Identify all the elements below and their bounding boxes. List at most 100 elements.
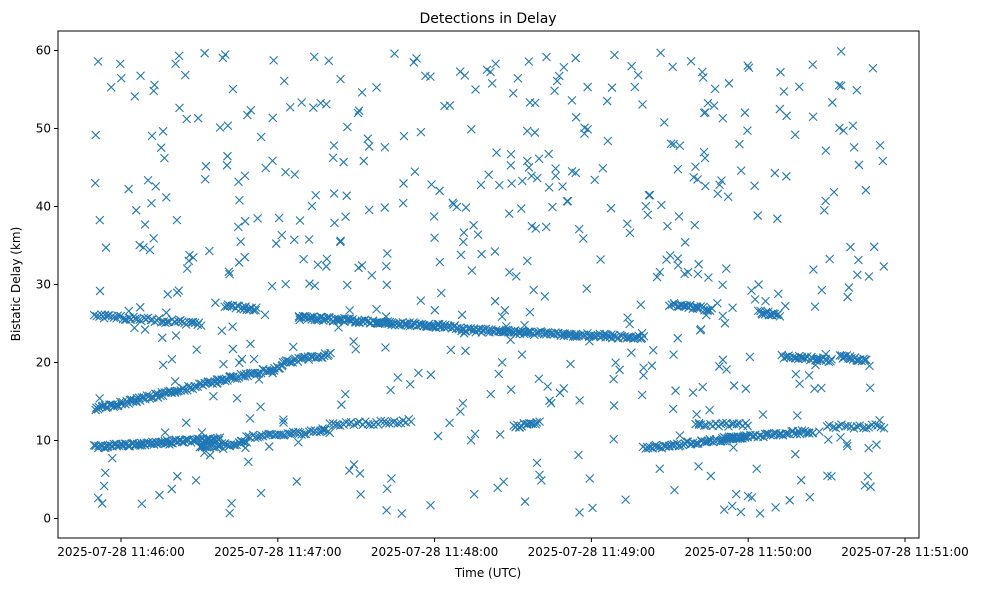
- data-point: [241, 443, 250, 453]
- data-point: [161, 308, 171, 318]
- data-point: [170, 377, 180, 386]
- data-point: [680, 237, 690, 247]
- data-point: [91, 130, 101, 140]
- data-point: [505, 267, 514, 277]
- data-point: [209, 391, 218, 401]
- data-point: [100, 468, 110, 478]
- data-point: [700, 181, 710, 191]
- data-point: [246, 339, 255, 349]
- data-point: [433, 431, 443, 441]
- data-point: [225, 301, 235, 311]
- data-point: [436, 322, 446, 332]
- data-point: [854, 160, 864, 170]
- data-point: [354, 263, 363, 273]
- data-point: [490, 296, 500, 306]
- data-point: [645, 190, 655, 200]
- data-point: [336, 236, 345, 246]
- data-point: [550, 86, 559, 96]
- data-point: [578, 234, 588, 243]
- data-point: [229, 440, 238, 450]
- data-point: [724, 78, 734, 88]
- data-point: [710, 84, 720, 94]
- data-point: [382, 280, 392, 290]
- data-point: [212, 375, 222, 384]
- data-point: [575, 395, 584, 405]
- data-point: [313, 260, 323, 270]
- data-point: [279, 76, 289, 86]
- x-tick-label: 2025-07-28 11:47:00: [214, 545, 341, 559]
- data-point: [718, 280, 727, 290]
- data-point: [240, 216, 250, 226]
- data-point: [717, 176, 726, 186]
- data-point: [656, 200, 666, 210]
- data-point: [696, 324, 706, 334]
- data-point: [288, 342, 298, 352]
- data-point: [530, 98, 540, 108]
- data-point: [406, 417, 416, 427]
- data-point: [808, 112, 818, 122]
- data-point: [449, 200, 458, 209]
- data-point: [151, 182, 161, 191]
- data-point: [853, 356, 863, 366]
- data-point: [267, 281, 277, 291]
- data-point: [675, 141, 685, 151]
- data-point: [390, 49, 399, 58]
- y-tick-label: 30: [36, 278, 51, 292]
- data-point: [372, 304, 381, 314]
- data-point: [322, 254, 332, 264]
- data-point: [782, 429, 792, 439]
- data-point: [430, 233, 439, 243]
- data-point: [517, 350, 527, 359]
- data-point: [225, 371, 235, 381]
- data-point: [836, 432, 845, 442]
- data-point: [652, 272, 662, 282]
- data-point: [667, 300, 677, 310]
- data-point: [258, 431, 268, 441]
- data-point: [180, 435, 190, 445]
- data-point: [814, 427, 824, 437]
- data-point: [106, 82, 116, 92]
- data-point: [242, 110, 252, 120]
- data-point: [536, 476, 546, 485]
- data-point: [243, 457, 253, 467]
- data-point: [694, 259, 704, 269]
- data-point: [293, 437, 303, 447]
- data-point: [805, 492, 815, 502]
- data-point: [609, 434, 619, 444]
- data-point: [673, 164, 683, 174]
- data-point: [416, 127, 426, 137]
- data-point: [245, 414, 255, 423]
- data-point: [688, 388, 698, 397]
- data-point: [283, 428, 293, 438]
- data-point: [376, 416, 386, 426]
- data-point: [477, 249, 486, 259]
- data-point: [740, 108, 750, 118]
- data-point: [627, 61, 637, 71]
- data-point: [712, 298, 722, 308]
- x-tick-label: 2025-07-28 11:50:00: [684, 545, 811, 559]
- data-point: [523, 327, 533, 337]
- data-point: [544, 182, 554, 192]
- data-point: [625, 319, 635, 329]
- data-point: [426, 72, 435, 81]
- data-point: [494, 369, 504, 379]
- data-point: [192, 345, 202, 354]
- data-point: [522, 256, 532, 266]
- data-point: [656, 48, 666, 58]
- data-point: [414, 368, 423, 378]
- data-point: [562, 196, 572, 206]
- data-point: [782, 111, 792, 121]
- data-point: [393, 418, 403, 428]
- data-point: [694, 420, 704, 429]
- data-point: [878, 156, 888, 166]
- data-point: [706, 471, 716, 481]
- data-point: [435, 186, 444, 196]
- data-point: [797, 426, 807, 435]
- data-point: [476, 180, 486, 190]
- data-point: [217, 438, 227, 448]
- data-point: [522, 126, 532, 136]
- data-point: [196, 321, 206, 331]
- data-point: [507, 179, 517, 188]
- data-point: [817, 285, 827, 295]
- data-point: [680, 439, 690, 449]
